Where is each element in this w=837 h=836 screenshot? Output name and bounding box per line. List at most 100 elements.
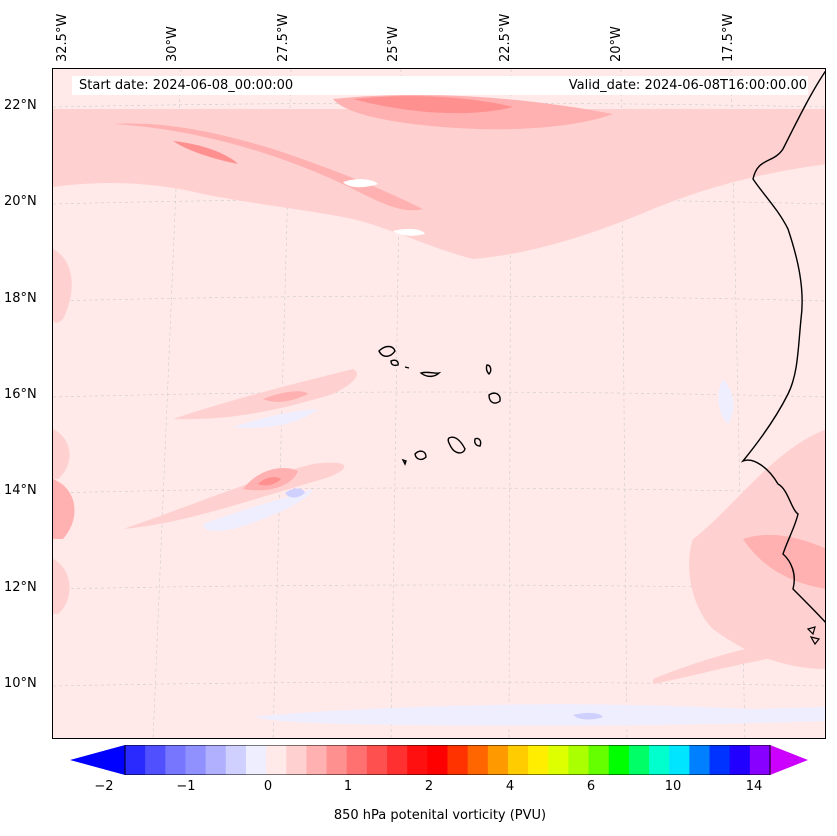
lat-label-10n: 10°N <box>4 676 37 691</box>
colorbar-cell <box>548 745 569 775</box>
colorbar-tick: 6 <box>586 779 596 794</box>
island-santo-antao <box>378 345 396 357</box>
pv-north-small-core <box>173 141 238 164</box>
pv-negative-south <box>253 704 825 726</box>
colorbar-cell <box>487 745 509 775</box>
colorbar-tick: 1 <box>343 779 353 794</box>
colorbar-cell <box>225 745 247 775</box>
grid-lat-18n <box>53 295 825 302</box>
colorbar-cell <box>649 745 670 775</box>
colorbar-high-extend <box>770 745 808 775</box>
grid-lon-25w <box>390 69 402 738</box>
colorbar-cell <box>588 745 610 775</box>
map-panel[interactable] <box>52 68 826 739</box>
colorbar-label: 850 hPa potenital vorticity (PVU) <box>333 808 547 823</box>
cape-verde-islands <box>378 345 501 466</box>
colorbar-cell <box>185 745 207 775</box>
grid-lon-30w <box>152 69 182 738</box>
pv-field <box>53 69 825 738</box>
island-sao-vicente <box>390 359 399 367</box>
colorbar-cell <box>467 745 489 775</box>
pv-west-patch-2 <box>53 429 70 479</box>
island-fogo <box>414 450 427 461</box>
lat-label-16n: 16°N <box>4 387 37 402</box>
start-date-label: Start date: 2024-06-08_00:00:00 <box>79 78 294 93</box>
colorbar-cell <box>709 745 731 775</box>
colorbar-tick: 4 <box>505 779 515 794</box>
pv-band-north-medium <box>113 123 423 211</box>
lat-label-20n: 20°N <box>4 194 37 209</box>
grid-lat-12n <box>53 584 825 590</box>
lon-label-22-5w: 22.5°W <box>498 13 513 62</box>
colorbar-cell <box>366 745 388 775</box>
colorbar-tick: 0 <box>263 779 273 794</box>
pv-negative-14n <box>203 489 313 532</box>
colorbar-tick: −1 <box>176 779 196 794</box>
colorbar-tick: −2 <box>94 779 114 794</box>
lon-label-17-5w: 17.5°W <box>721 13 736 62</box>
island-maio <box>474 437 482 447</box>
colorbar-cell <box>608 745 630 775</box>
grid-lon-20w <box>620 69 628 738</box>
colorbar-cell <box>528 745 549 775</box>
grid-lat-14n <box>53 487 825 494</box>
colorbar-svg <box>70 744 808 776</box>
colorbar-cell <box>507 745 529 775</box>
colorbar-cell <box>145 745 166 775</box>
colorbar-cell <box>326 745 348 775</box>
colorbar-cell <box>245 745 267 775</box>
colorbar <box>70 744 815 779</box>
island-boa-vista <box>488 392 501 404</box>
colorbar-cell <box>286 745 307 775</box>
pv-west-patch-3 <box>53 479 75 539</box>
pv-filament-16n <box>173 369 357 420</box>
lat-label-18n: 18°N <box>4 291 37 306</box>
colorbar-cell <box>689 745 711 775</box>
colorbar-cell <box>729 745 751 775</box>
grid-lon-22-5w <box>508 69 512 738</box>
colorbar-cell <box>568 745 590 775</box>
island-sal <box>485 364 492 375</box>
island-santa-luzia <box>404 366 410 369</box>
pv-east-negative <box>718 379 734 424</box>
african-coast-islands <box>806 626 821 646</box>
island-santiago <box>447 436 466 454</box>
pv-filament-16n-core <box>263 391 308 402</box>
lon-label-27-5w: 27.5°W <box>276 13 291 62</box>
colorbar-cell <box>266 745 287 775</box>
colorbar-cell <box>669 745 690 775</box>
colorbar-cell <box>628 745 650 775</box>
colorbar-tick: 2 <box>424 779 434 794</box>
lat-label-22n: 22°N <box>4 98 37 113</box>
colorbar-low-extend <box>70 745 125 775</box>
pv-west-patch-1 <box>53 249 72 323</box>
colorbar-cell <box>387 745 408 775</box>
pv-vortex-14n-core <box>258 476 281 486</box>
pv-band-north-light <box>53 109 825 259</box>
pv-negative-core-14n <box>285 488 305 498</box>
lon-label-30w: 30°W <box>165 26 180 62</box>
pv-east-core <box>743 534 825 589</box>
valid-date-label: Valid_date: 2024-06-08T16:00:00.00 <box>568 78 807 93</box>
island-sao-nicolau <box>419 371 442 378</box>
grid-lat-16n <box>53 391 825 398</box>
date-info-box <box>72 76 808 95</box>
lon-label-32-5w: 32.5°W <box>55 13 70 62</box>
colorbar-cell <box>125 745 146 775</box>
african-coastline <box>740 70 825 623</box>
colorbar-cell <box>407 745 428 775</box>
lon-label-25w: 25°W <box>386 26 401 62</box>
grid-lat-10n <box>53 681 825 687</box>
lat-label-14n: 14°N <box>4 483 37 498</box>
pv-gap-1 <box>343 179 378 188</box>
pv-negative-16n <box>233 409 318 428</box>
colorbar-cell <box>749 745 771 775</box>
pv-southeast-strip <box>653 634 825 684</box>
colorbar-tick: 10 <box>664 779 682 794</box>
grid-lat-22n <box>53 102 825 108</box>
colorbar-cell <box>346 745 368 775</box>
colorbar-cell <box>427 745 448 775</box>
lat-label-12n: 12°N <box>4 580 37 595</box>
colorbar-cell <box>306 745 328 775</box>
colorbar-cell <box>447 745 469 775</box>
